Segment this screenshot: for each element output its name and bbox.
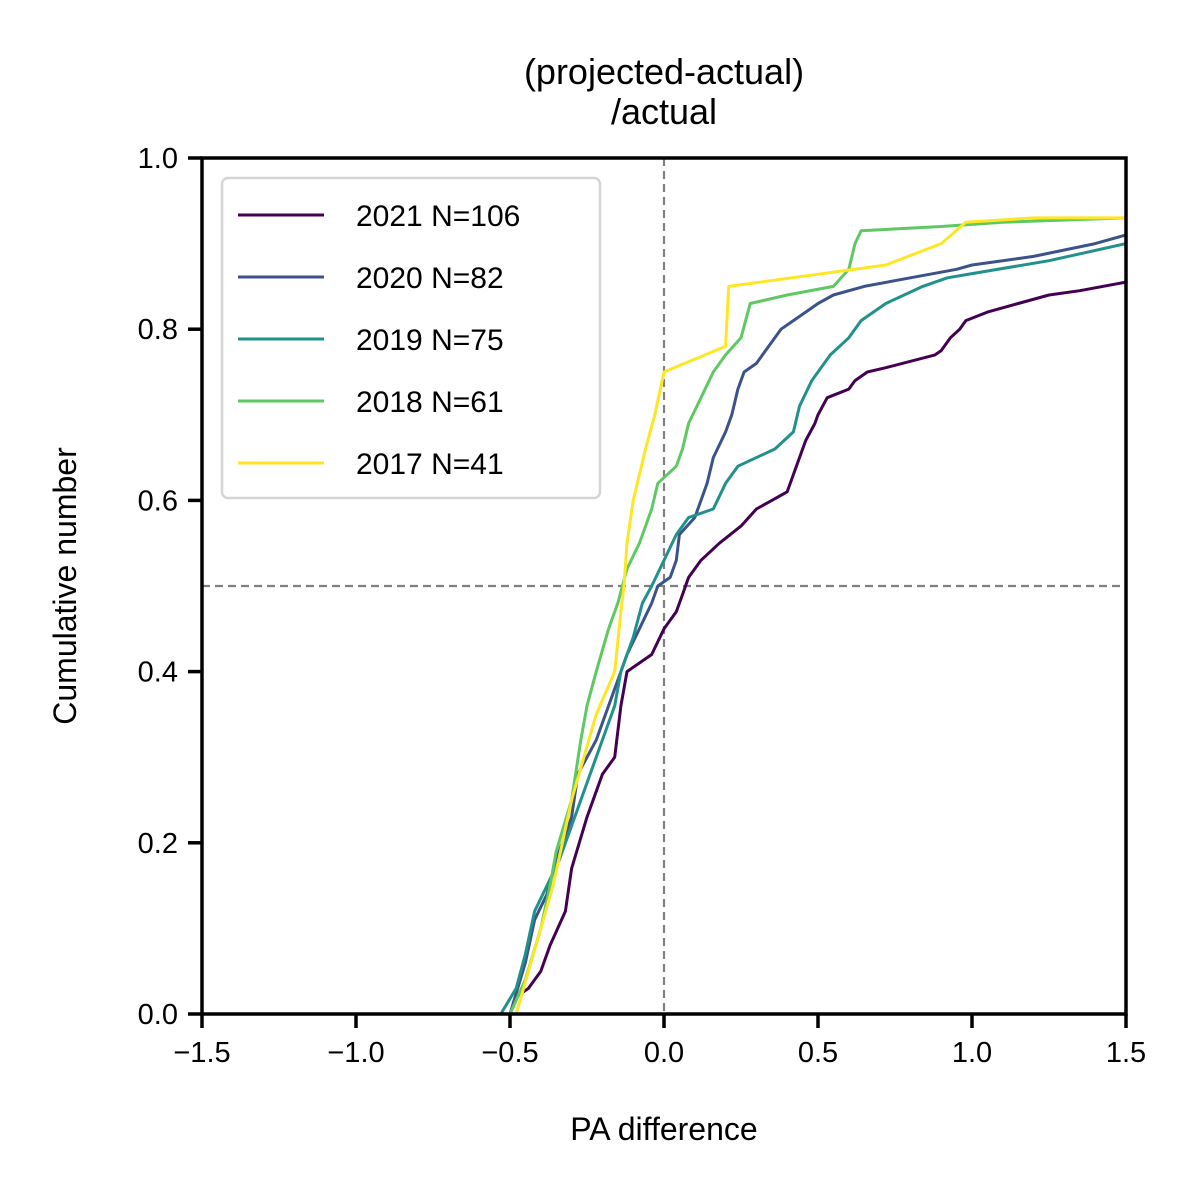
plot-area [202,158,1126,1014]
y-tick-label: 0.6 [138,485,178,517]
legend-entry: 2019 N=75 [356,324,504,357]
legend-box [220,176,602,500]
x-tick-label: 1.5 [1106,1037,1146,1069]
x-axis-label: PA difference [570,1111,757,1147]
plot-content [202,158,1126,1014]
series-line-1 [508,233,1126,1014]
y-tick-label: 0.2 [138,828,178,860]
chart-title-line: /actual [611,91,717,132]
series-line-4 [514,216,1126,1014]
legend-entry: 2018 N=61 [356,386,504,419]
legend: 2021 N=106 2020 N=82 2019 N=75 2018 N=61 201… [220,176,602,500]
y-tick-label: 0.4 [138,657,178,689]
series-line-0 [508,280,1126,1014]
y-tick-label: 0.8 [138,314,178,346]
y-axis-label: Cumulative number [47,447,83,725]
chart-title: (projected-actual)/actual [524,51,804,132]
x-tick-label: 0.0 [644,1037,684,1069]
axes: −1.5 −1.0 −0.5 0.0 0.5 1.0 1.5 0.0 0.2 0.4 0.6 0.8 1… [138,143,1146,1069]
x-tick-label: −0.5 [481,1037,538,1069]
chart-title-line: (projected-actual) [524,51,804,92]
x-tick-label: 1.0 [952,1037,992,1069]
series-line-2 [499,242,1126,1014]
x-tick-label: −1.0 [327,1037,384,1069]
legend-entry: 2020 N=82 [356,262,504,295]
x-tick-label: 0.5 [798,1037,838,1069]
x-tick-label: −1.5 [173,1037,230,1069]
y-tick-label: 0.0 [138,999,178,1031]
legend-entry: 2021 N=106 [356,200,520,233]
legend-entry: 2017 N=41 [356,448,504,481]
series-line-3 [508,216,1126,1014]
y-tick-label: 1.0 [138,143,178,175]
